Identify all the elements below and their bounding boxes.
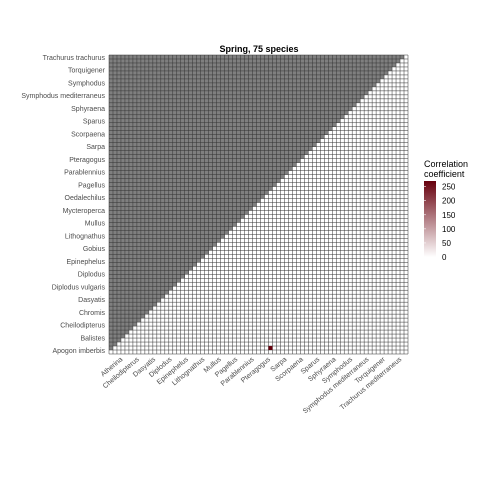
y-tick-label: Sparus — [83, 119, 106, 126]
y-tick-label: Dasyatis — [78, 297, 105, 304]
legend-tick-label: 150 — [442, 211, 456, 220]
y-tick-label: Trachurus trachurus — [43, 55, 106, 62]
y-tick-label: Apogon imberbis — [52, 348, 105, 355]
legend-ticks: 0 50 100 150 200 250 — [424, 183, 456, 262]
y-tick-label: Oedalechilus — [65, 195, 106, 202]
y-tick-label: Parablennius — [64, 170, 105, 177]
y-tick-label: Scorpaena — [71, 131, 105, 138]
y-tick-label: Lithognathus — [65, 233, 106, 240]
heatmap-grid — [108, 54, 409, 355]
chart-title: Spring, 75 species — [219, 44, 298, 54]
y-tick-label: Chromis — [79, 310, 106, 317]
legend-tick-label: 200 — [442, 197, 456, 206]
legend-tick-label: 250 — [442, 183, 456, 192]
legend-tick-label: 50 — [442, 239, 451, 248]
legend-tick-label: 0 — [442, 253, 447, 262]
heatmap-cell-highlight — [268, 346, 273, 351]
y-tick-label: Mullus — [85, 221, 106, 228]
y-tick-label: Cheilodipterus — [60, 323, 105, 330]
y-tick-label: Balistes — [80, 335, 105, 342]
y-tick-label: Torquigener — [68, 68, 106, 75]
y-tick-label: Symphodus — [68, 80, 105, 87]
masked-upper-triangle — [109, 55, 408, 354]
y-axis-labels: Trachurus trachurus Torquigener Symphodus S… — [21, 55, 105, 355]
plot-area — [108, 54, 409, 355]
legend: Correlation coefficient 0 50 100 150 200 250 — [424, 159, 468, 262]
legend-title-line-2: coefficient — [424, 169, 465, 179]
y-tick-label: Pagellus — [78, 182, 105, 189]
y-tick-label: Pteragogus — [69, 157, 105, 164]
y-tick-label: Mycteroperca — [63, 208, 106, 215]
y-tick-label: Gobius — [83, 246, 106, 253]
legend-title-line-1: Correlation — [424, 159, 468, 169]
y-tick-label: Sarpa — [86, 144, 105, 151]
x-axis-labels: AtherinaCheilodipterusDasyatisDiplodusEp… — [100, 356, 404, 416]
legend-colorbar — [424, 181, 436, 257]
y-tick-label: Sphyraena — [71, 106, 105, 113]
legend-tick-label: 100 — [442, 225, 456, 234]
y-tick-label: Diplodus — [78, 272, 106, 279]
y-tick-label: Diplodus vulgaris — [52, 284, 106, 291]
y-tick-label: Symphodus mediterraneus — [21, 93, 105, 100]
y-tick-label: Epinephelus — [66, 259, 105, 266]
